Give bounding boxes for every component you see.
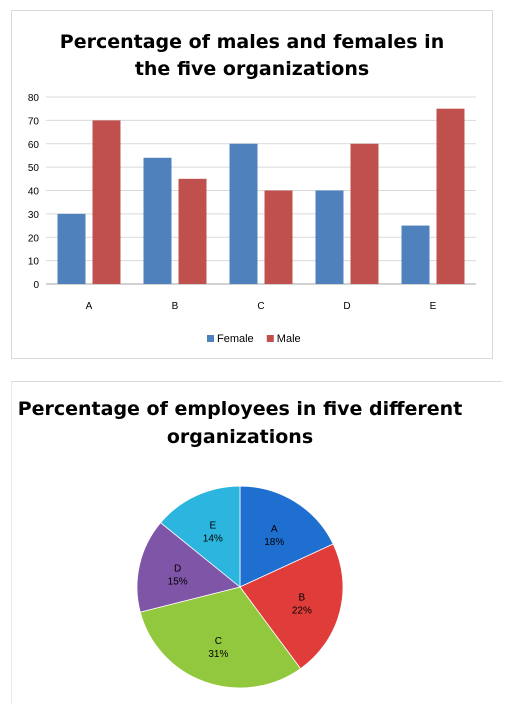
y-tick-label: 10 [28, 257, 40, 268]
pie-value-label-e: 14% [203, 533, 223, 544]
x-tick-label: E [430, 301, 437, 312]
pie-chart: Percentage of employees in five differen… [18, 398, 463, 689]
bar-female-d [315, 190, 344, 284]
y-tick-label: 70 [28, 116, 40, 127]
pie-label-d: D [174, 563, 181, 574]
y-axis-ticks: 0 10 20 30 40 50 60 70 80 [28, 93, 40, 291]
pie-label-b: B [299, 593, 306, 604]
pie-chart-panel: Percentage of employees in five differen… [11, 381, 502, 704]
y-tick-label: 50 [28, 163, 40, 174]
pie-slices [136, 485, 344, 689]
y-tick-label: 30 [28, 210, 40, 221]
legend-swatch-female [207, 335, 214, 342]
pie-slice-e [160, 485, 241, 588]
pie-labels: A 18% B 22% C 31% D 15% E 14% [168, 520, 312, 660]
pie-value-label-c: 31% [208, 649, 228, 660]
x-tick-label: C [257, 301, 264, 312]
bar-chart-title-line-2: the five organizations [135, 58, 369, 80]
bar-female-b [143, 157, 172, 284]
pie-label-c: C [215, 636, 222, 647]
bar-female-e [401, 225, 430, 284]
bar-male-a [92, 120, 121, 284]
pie-chart-title-line-1: Percentage of employees in five differen… [18, 398, 463, 420]
pie-slice-c [139, 586, 302, 689]
legend-label-male: Male [277, 333, 301, 345]
pie-label-e: E [209, 520, 216, 531]
bar-chart-title-line-1: Percentage of males and females in [60, 31, 444, 53]
bar-legend: Female Male [207, 333, 301, 345]
bars [57, 108, 465, 284]
pie-value-label-b: 22% [292, 606, 312, 617]
bar-female-a [57, 213, 86, 284]
y-tick-label: 40 [28, 187, 40, 198]
bar-chart-panel: Percentage of males and females in the f… [11, 10, 493, 359]
bar-female-c [229, 143, 258, 284]
bar-male-c [264, 190, 293, 284]
y-tick-label: 0 [33, 280, 39, 291]
bar-male-e [436, 108, 465, 284]
pie-slice-d [136, 522, 241, 613]
bar-chart: Percentage of males and females in the f… [28, 31, 476, 345]
y-tick-label: 60 [28, 140, 40, 151]
x-axis-ticks: A B C D E [86, 301, 437, 312]
y-tick-label: 80 [28, 93, 40, 104]
legend-swatch-male [266, 335, 274, 342]
pie-label-a: A [271, 524, 278, 535]
bar-male-b [178, 178, 207, 284]
x-tick-label: B [172, 301, 179, 312]
bar-male-d [350, 143, 379, 284]
pie-chart-title-line-2: organizations [167, 426, 313, 448]
pie-value-label-a: 18% [264, 537, 284, 548]
pie-value-label-d: 15% [168, 576, 188, 587]
y-tick-label: 20 [28, 233, 40, 244]
x-tick-label: A [86, 301, 93, 312]
legend-label-female: Female [217, 333, 254, 345]
pie-slice-b [239, 543, 344, 670]
x-tick-label: D [343, 301, 350, 312]
pie-slice-a [239, 485, 334, 588]
